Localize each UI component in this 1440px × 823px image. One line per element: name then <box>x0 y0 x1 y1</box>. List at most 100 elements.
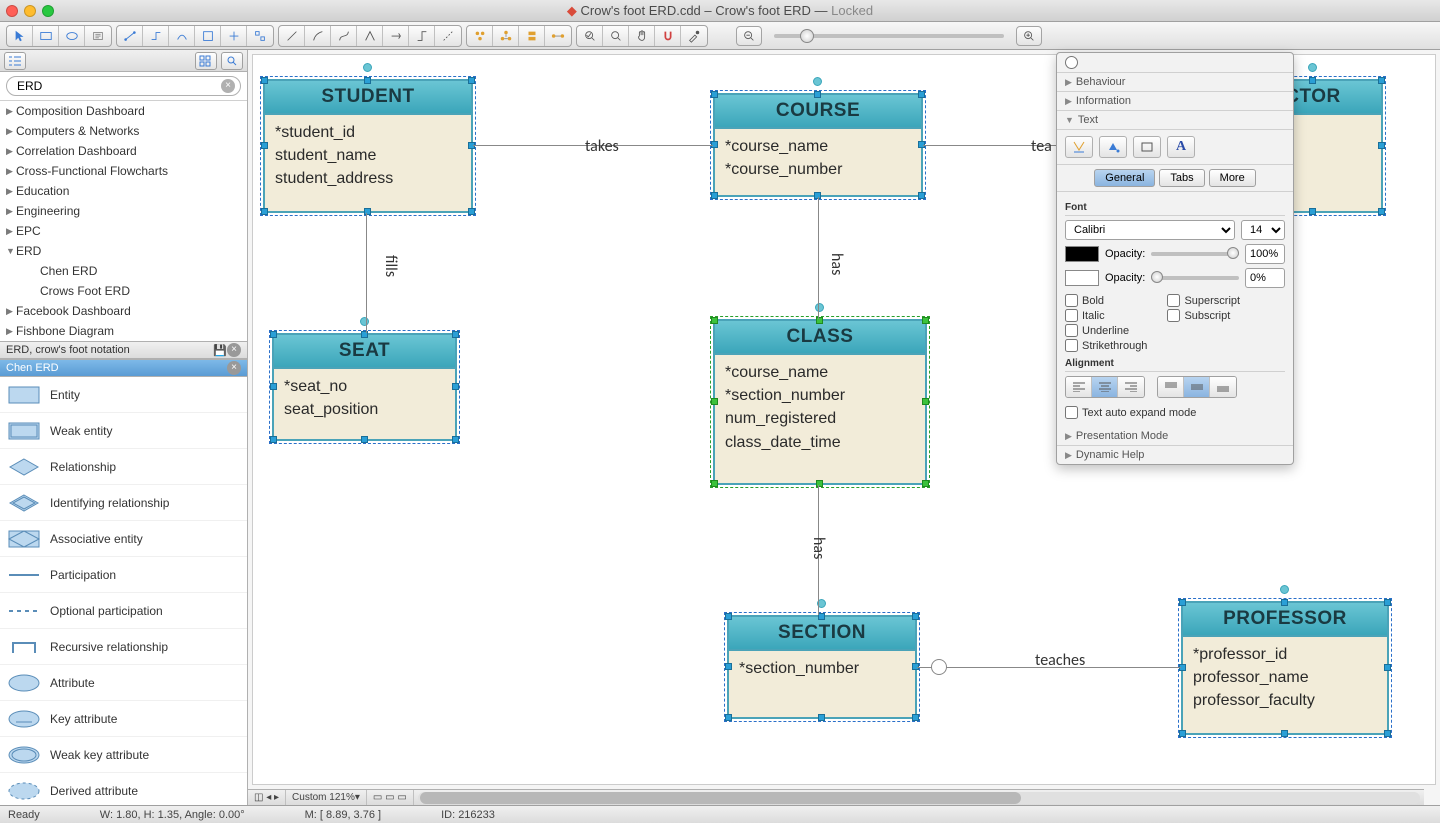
selection-handle[interactable] <box>1309 208 1316 215</box>
align-top-button[interactable] <box>1158 377 1184 397</box>
zoom-out-button[interactable] <box>736 26 762 46</box>
tree-item[interactable]: ▶Education <box>0 181 247 201</box>
superscript-checkbox[interactable]: Superscript <box>1167 294 1240 307</box>
align-right-button[interactable] <box>1118 377 1144 397</box>
connector-tool-5[interactable] <box>221 26 247 46</box>
shape-item[interactable]: Entity <box>0 377 247 413</box>
shape-item[interactable]: Derived attribute <box>0 773 247 805</box>
subscript-checkbox[interactable]: Subscript <box>1167 309 1240 322</box>
tree-item[interactable]: ▶Computers & Networks <box>0 121 247 141</box>
text-color-swatch[interactable] <box>1065 246 1099 262</box>
connector-tool-1[interactable] <box>117 26 143 46</box>
h-scrollbar[interactable] <box>418 792 1420 804</box>
selection-handle[interactable] <box>1281 730 1288 737</box>
line-tool-7[interactable] <box>435 26 461 46</box>
pointer-tool-button[interactable] <box>7 26 33 46</box>
selection-handle[interactable] <box>1309 77 1316 84</box>
align-center-button[interactable] <box>1092 377 1118 397</box>
shape-item[interactable]: Attribute <box>0 665 247 701</box>
rotation-handle[interactable] <box>815 303 824 312</box>
selection-handle[interactable] <box>270 436 277 443</box>
align-middle-button[interactable] <box>1184 377 1210 397</box>
tree-item[interactable]: ▶EPC <box>0 221 247 241</box>
shape-item[interactable]: Recursive relationship <box>0 629 247 665</box>
close-lib-icon-2[interactable]: × <box>227 361 241 375</box>
tree-item[interactable]: ▶Cross-Functional Flowcharts <box>0 161 247 181</box>
library-header-chen[interactable]: Chen ERD × <box>0 359 247 377</box>
bg-color-swatch[interactable] <box>1065 270 1099 286</box>
font-family-select[interactable]: Calibri <box>1065 220 1235 240</box>
selection-handle[interactable] <box>261 142 268 149</box>
arrange-4[interactable] <box>545 26 571 46</box>
inspector-section-dynamic-help[interactable]: ▶Dynamic Help <box>1057 446 1293 464</box>
selection-handle[interactable] <box>912 613 919 620</box>
selection-handle[interactable] <box>1384 730 1391 737</box>
selection-handle[interactable] <box>711 192 718 199</box>
selection-handle[interactable] <box>711 317 718 324</box>
selection-handle[interactable] <box>270 383 277 390</box>
rotation-handle[interactable] <box>360 317 369 326</box>
search-clear-icon[interactable]: × <box>221 79 235 93</box>
inspector-section-presentation[interactable]: ▶Presentation Mode <box>1057 427 1293 446</box>
ellipse-tool-button[interactable] <box>59 26 85 46</box>
view-mode-icons[interactable]: ▭ ▭ ▭ <box>367 790 414 805</box>
rotation-handle[interactable] <box>1280 585 1289 594</box>
selection-handle[interactable] <box>725 663 732 670</box>
selection-handle[interactable] <box>1378 77 1385 84</box>
text-opacity-slider[interactable] <box>1151 252 1239 256</box>
inspector-radio[interactable] <box>1057 53 1293 73</box>
connector-tool-4[interactable] <box>195 26 221 46</box>
snap-tool-button[interactable] <box>655 26 681 46</box>
entity-student[interactable]: STUDENT*student_idstudent_namestudent_ad… <box>263 79 473 213</box>
italic-checkbox[interactable]: Italic <box>1065 309 1147 322</box>
sidebar-search-button[interactable] <box>221 52 243 70</box>
arrange-1[interactable] <box>467 26 493 46</box>
selection-handle[interactable] <box>468 208 475 215</box>
entity-seat[interactable]: SEAT*seat_noseat_position <box>272 333 457 441</box>
selection-handle[interactable] <box>1179 730 1186 737</box>
tab-tabs[interactable]: Tabs <box>1159 169 1204 187</box>
align-left-button[interactable] <box>1066 377 1092 397</box>
selection-handle[interactable] <box>364 77 371 84</box>
zoom-in-button[interactable] <box>1016 26 1042 46</box>
arrange-2[interactable] <box>493 26 519 46</box>
connector-tool-2[interactable] <box>143 26 169 46</box>
tree-item[interactable]: ▼ERD <box>0 241 247 261</box>
shape-item[interactable]: Weak entity <box>0 413 247 449</box>
bold-checkbox[interactable]: Bold <box>1065 294 1147 307</box>
connector-tool-6[interactable] <box>247 26 273 46</box>
sidebar-tree-button[interactable] <box>4 52 26 70</box>
align-bottom-button[interactable] <box>1210 377 1236 397</box>
connector-tool-3[interactable] <box>169 26 195 46</box>
selection-handle[interactable] <box>912 714 919 721</box>
line-tool-4[interactable] <box>357 26 383 46</box>
underline-checkbox[interactable]: Underline <box>1065 324 1147 337</box>
line-tool-3[interactable] <box>331 26 357 46</box>
shape-item[interactable]: Participation <box>0 557 247 593</box>
text-opacity-input[interactable] <box>1245 244 1285 264</box>
selection-handle[interactable] <box>1384 664 1391 671</box>
text-fill-icon[interactable] <box>1099 136 1127 158</box>
shape-item[interactable]: Key attribute <box>0 701 247 737</box>
selection-handle[interactable] <box>918 91 925 98</box>
text-underline-color-icon[interactable] <box>1065 136 1093 158</box>
inspector-section-behaviour[interactable]: ▶Behaviour <box>1057 73 1293 92</box>
selection-handle[interactable] <box>814 91 821 98</box>
selection-handle[interactable] <box>261 208 268 215</box>
tree-item[interactable]: ▶Composition Dashboard <box>0 101 247 121</box>
hand-tool-button[interactable] <box>629 26 655 46</box>
selection-handle[interactable] <box>725 613 732 620</box>
zoom-fit-button[interactable] <box>577 26 603 46</box>
selection-handle[interactable] <box>818 714 825 721</box>
inspector-section-text[interactable]: ▼Text <box>1057 111 1293 130</box>
sidebar-search-input[interactable] <box>6 76 241 96</box>
selection-handle[interactable] <box>818 613 825 620</box>
tab-more[interactable]: More <box>1209 169 1256 187</box>
shape-item[interactable]: Associative entity <box>0 521 247 557</box>
selection-handle[interactable] <box>711 91 718 98</box>
rotation-handle[interactable] <box>813 77 822 86</box>
strike-checkbox[interactable]: Strikethrough <box>1065 339 1147 352</box>
entity-course[interactable]: COURSE*course_name*course_number <box>713 93 923 197</box>
tree-child-item[interactable]: Chen ERD <box>0 261 247 281</box>
tree-item[interactable]: ▶Facebook Dashboard <box>0 301 247 321</box>
